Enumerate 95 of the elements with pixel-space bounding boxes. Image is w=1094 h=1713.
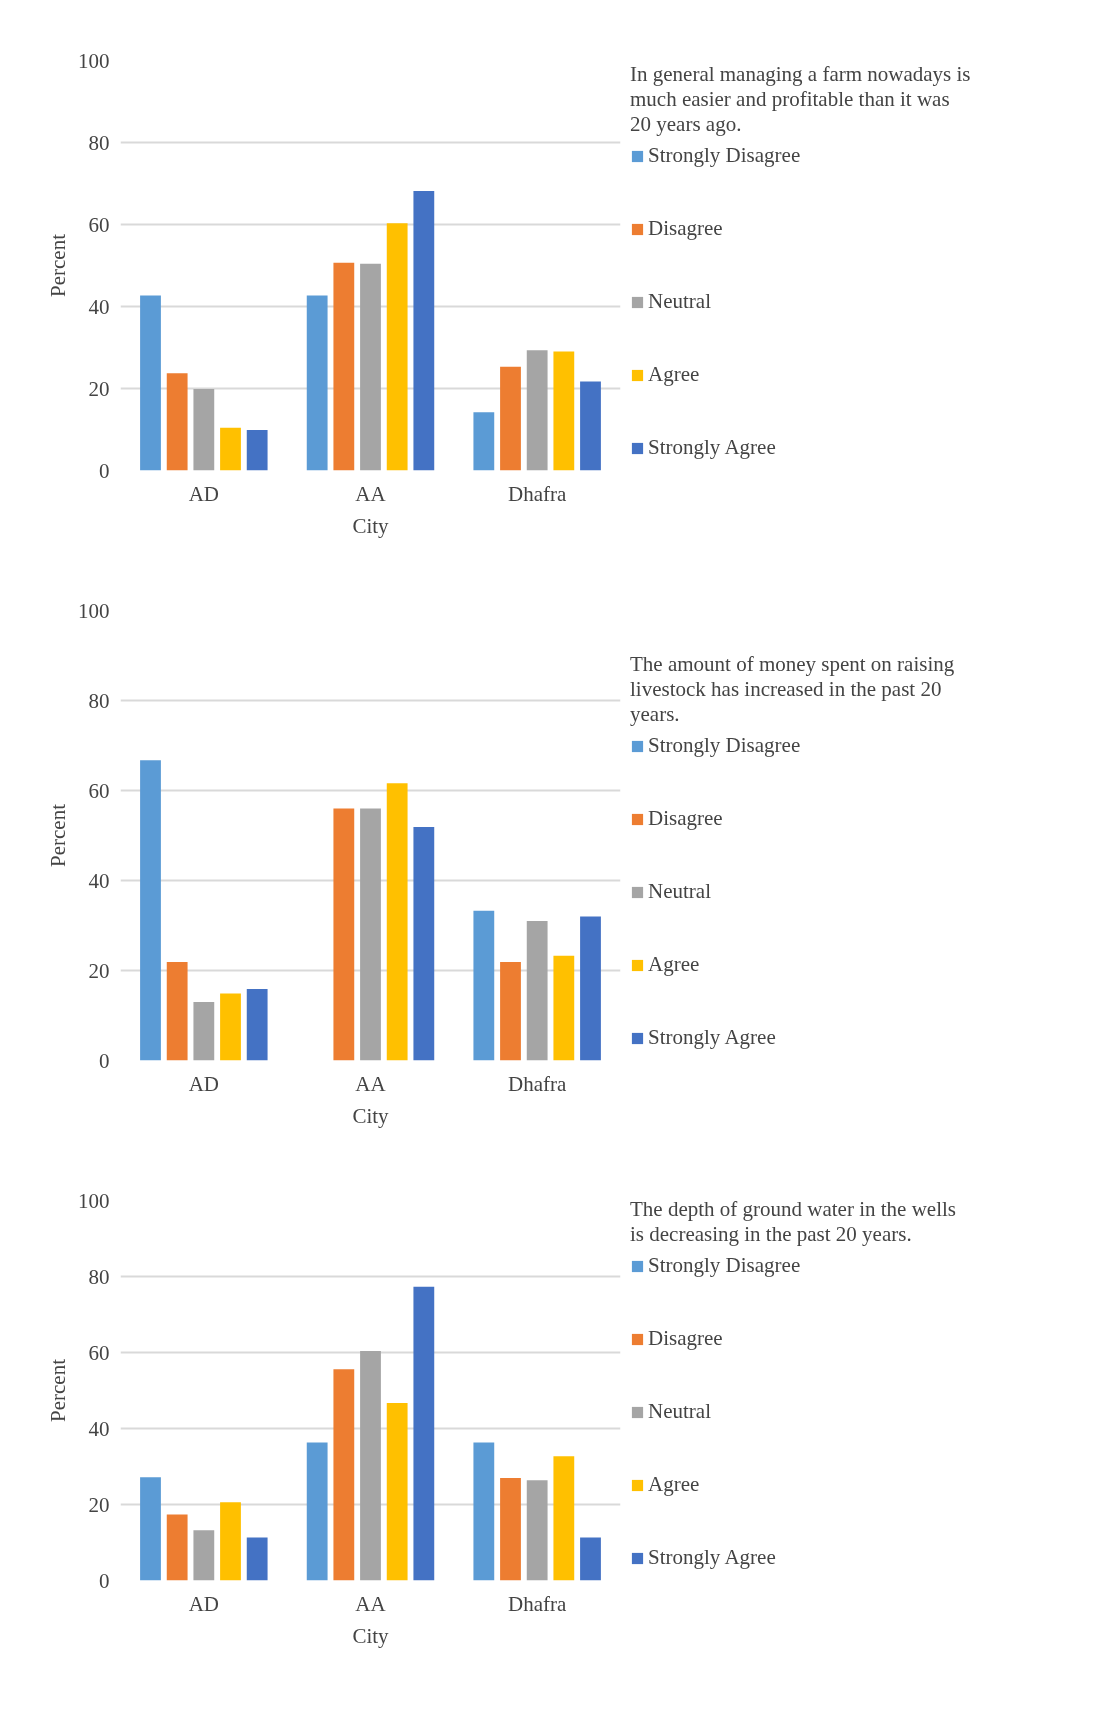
bar <box>166 961 188 1061</box>
bar <box>413 190 435 471</box>
bar <box>166 1514 188 1581</box>
bar <box>526 1480 548 1581</box>
x-tick-label: Dhafra <box>508 481 567 506</box>
x-tick-label: AD <box>188 1591 220 1616</box>
bar <box>386 783 408 1061</box>
text: The depth of ground water in the wells is decreasing in the past 20 years. <box>630 1197 956 1247</box>
legend-label: Disagree <box>648 1326 723 1351</box>
y-tick-label: 80 <box>88 688 110 713</box>
legend-label: Agree <box>648 362 700 387</box>
y-axis-title: Percent <box>46 1358 70 1422</box>
y-tick-label: 20 <box>88 958 110 983</box>
bar <box>580 381 601 471</box>
bar <box>413 1286 435 1581</box>
bar <box>246 988 268 1061</box>
y-tick-label: 40 <box>88 1416 110 1441</box>
bar <box>580 1537 601 1581</box>
bar <box>526 921 548 1061</box>
bar <box>553 351 575 471</box>
bar <box>553 1456 575 1581</box>
bar <box>333 808 355 1061</box>
bar <box>333 262 355 471</box>
bar <box>220 1502 241 1581</box>
x-tick-label: AA <box>355 1591 387 1616</box>
legend-label: Strongly Disagree <box>648 733 801 758</box>
bar <box>473 1442 495 1581</box>
bar <box>360 263 381 471</box>
text: In general managing a farm nowadays is much easier and profitable than it was 20 years ago. <box>630 62 971 137</box>
legend-label: Disagree <box>648 216 723 241</box>
bar <box>193 1530 215 1581</box>
x-tick-label: Dhafra <box>508 1591 567 1616</box>
y-tick-label: 0 <box>99 1568 110 1593</box>
legend-label: Strongly Agree <box>648 435 776 460</box>
x-tick-label: AA <box>355 1071 387 1096</box>
legend-label: Strongly Disagree <box>648 143 801 168</box>
legend-label: Agree <box>648 1472 700 1497</box>
y-tick-label: 80 <box>88 130 110 155</box>
bar <box>246 1537 268 1581</box>
y-tick-label: 0 <box>99 1048 110 1073</box>
x-axis-title: City <box>352 1103 390 1128</box>
text: The amount of money spent on raising livestock has increased in the past 20 years. <box>630 652 955 727</box>
legend-label: Agree <box>648 952 700 977</box>
y-tick-label: 20 <box>88 376 110 401</box>
bar <box>553 955 575 1061</box>
x-tick-label: AD <box>188 1071 220 1096</box>
legend-label: Strongly Disagree <box>648 1253 801 1278</box>
y-tick-label: 100 <box>78 48 110 73</box>
bar <box>193 1002 215 1061</box>
bar <box>580 916 601 1061</box>
y-axis-title: Percent <box>46 233 70 297</box>
bar <box>140 1477 161 1581</box>
bar <box>306 1442 328 1581</box>
bar <box>413 826 435 1061</box>
legend-label: Disagree <box>648 806 723 831</box>
bar <box>473 910 495 1061</box>
legend-label: Neutral <box>648 1399 711 1424</box>
bar <box>306 295 328 471</box>
bar <box>140 760 161 1061</box>
bar <box>473 412 495 471</box>
y-tick-label: 20 <box>88 1492 110 1517</box>
x-axis-title: City <box>352 513 390 538</box>
y-axis-title: Percent <box>46 803 70 867</box>
bar <box>526 350 548 471</box>
y-tick-label: 40 <box>88 868 110 893</box>
bar <box>500 366 521 471</box>
legend-label: Strongly Agree <box>648 1025 776 1050</box>
bar <box>386 223 408 471</box>
bar <box>246 429 268 471</box>
legend-label: Neutral <box>648 879 711 904</box>
bar <box>500 1477 521 1581</box>
bar <box>193 388 215 471</box>
bar <box>220 993 241 1061</box>
bar <box>360 1350 381 1581</box>
y-tick-label: 60 <box>88 778 110 803</box>
legend-label: Strongly Agree <box>648 1545 776 1570</box>
y-tick-label: 0 <box>99 458 110 483</box>
bar <box>333 1369 355 1581</box>
bar <box>166 373 188 471</box>
y-tick-label: 60 <box>88 212 110 237</box>
x-axis-title: City <box>352 1623 390 1648</box>
x-tick-label: AA <box>355 481 387 506</box>
y-tick-label: 100 <box>78 1188 110 1213</box>
bar <box>500 961 521 1061</box>
bar <box>140 295 161 471</box>
bar <box>360 808 381 1061</box>
bar <box>220 427 241 471</box>
legend-label: Neutral <box>648 289 711 314</box>
bar <box>386 1403 408 1581</box>
x-tick-label: AD <box>188 481 220 506</box>
y-tick-label: 60 <box>88 1340 110 1365</box>
x-tick-label: Dhafra <box>508 1071 567 1096</box>
y-tick-label: 40 <box>88 294 110 319</box>
y-tick-label: 100 <box>78 598 110 623</box>
y-tick-label: 80 <box>88 1264 110 1289</box>
